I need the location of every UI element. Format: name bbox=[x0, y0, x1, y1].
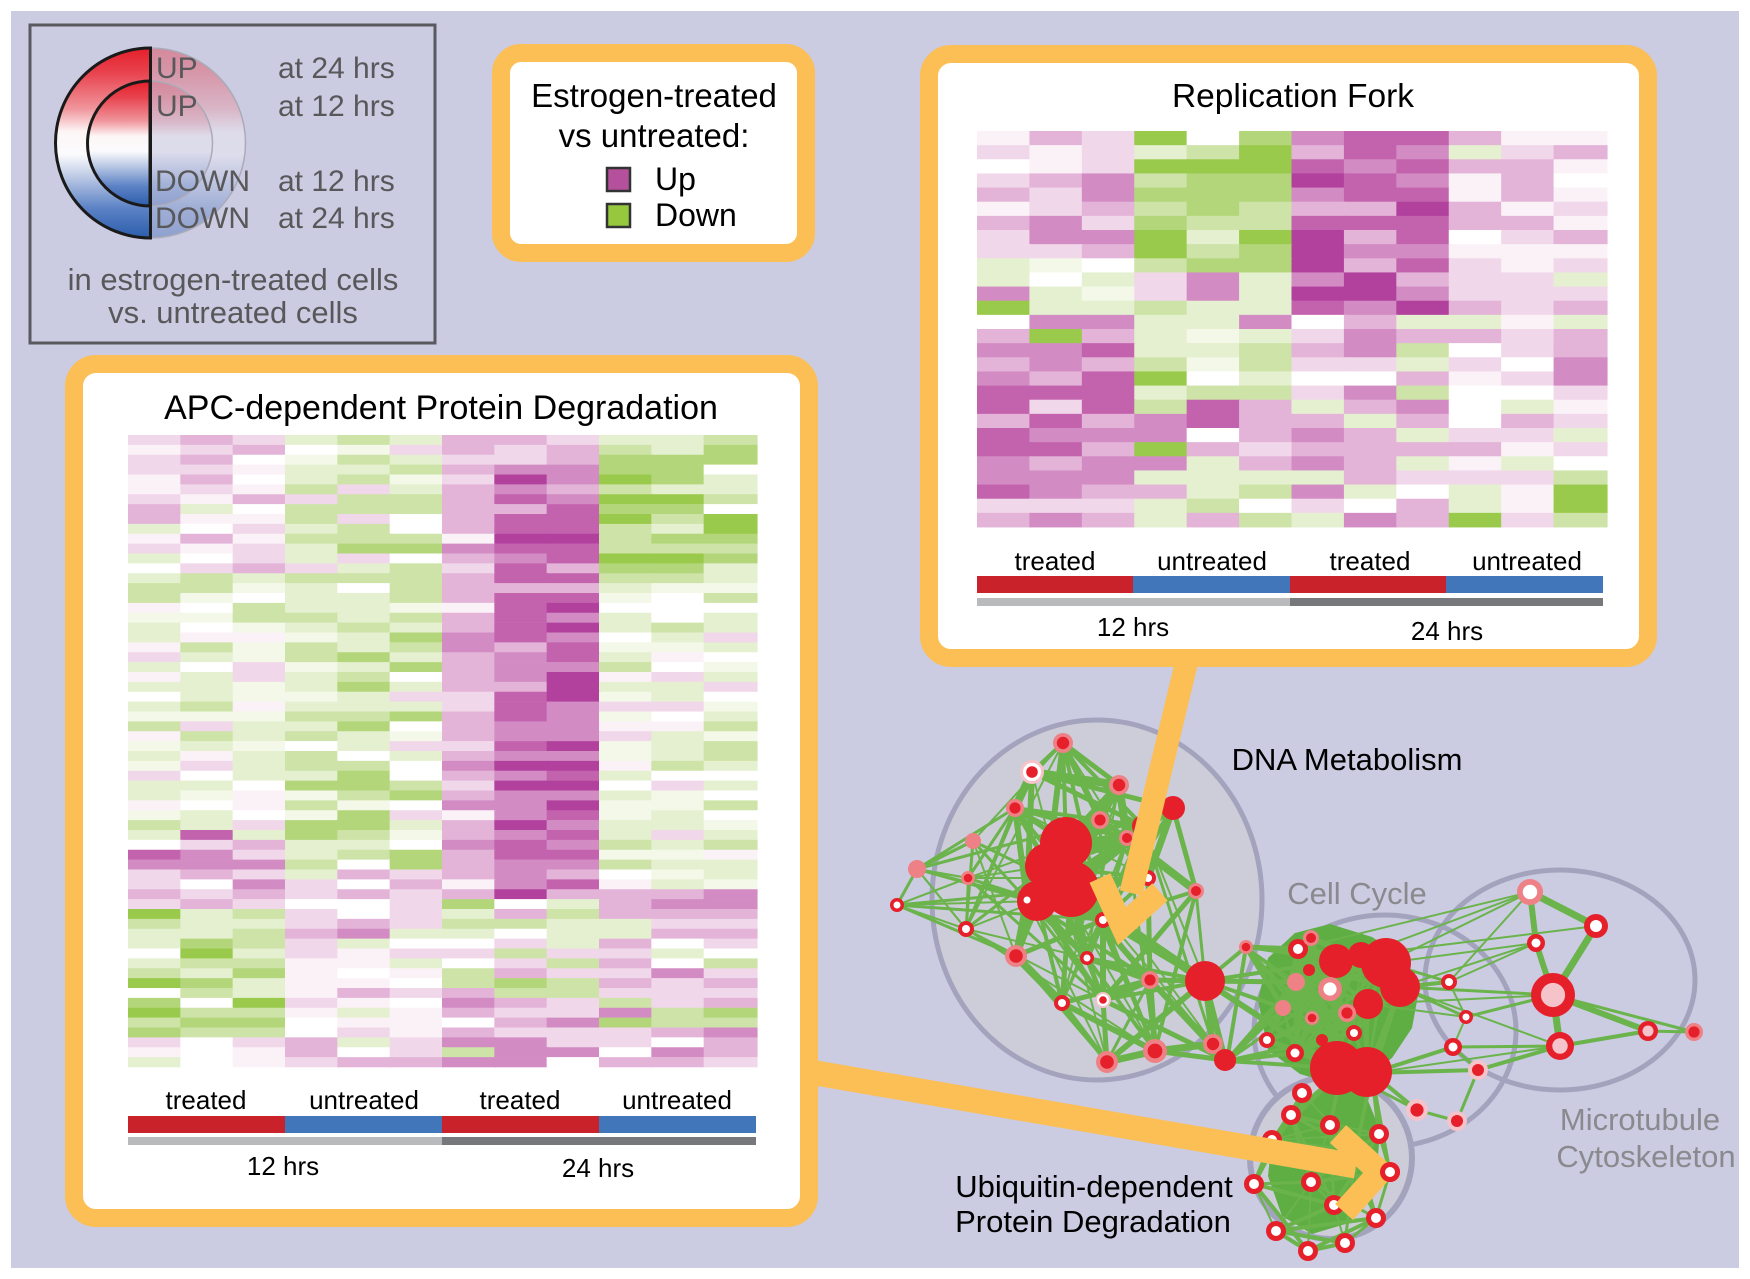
svg-text:12 hrs: 12 hrs bbox=[247, 1151, 319, 1181]
svg-text:Up: Up bbox=[655, 161, 696, 197]
svg-text:DOWN: DOWN bbox=[155, 202, 250, 235]
svg-text:APC-dependent Protein Degradat: APC-dependent Protein Degradation bbox=[164, 389, 718, 427]
svg-text:at 24 hrs: at 24 hrs bbox=[278, 202, 395, 235]
svg-text:24 hrs: 24 hrs bbox=[562, 1153, 634, 1183]
svg-text:untreated: untreated bbox=[1472, 546, 1582, 576]
svg-text:vs. untreated cells: vs. untreated cells bbox=[108, 295, 358, 330]
svg-text:at 24 hrs: at 24 hrs bbox=[278, 52, 395, 85]
svg-text:UP: UP bbox=[156, 52, 198, 85]
svg-text:Replication Fork: Replication Fork bbox=[1172, 78, 1414, 115]
svg-text:treated: treated bbox=[1330, 546, 1411, 576]
svg-text:DNA Metabolism: DNA Metabolism bbox=[1232, 742, 1463, 777]
svg-text:treated: treated bbox=[166, 1085, 247, 1115]
svg-text:Cytoskeleton: Cytoskeleton bbox=[1556, 1139, 1735, 1174]
svg-text:Down: Down bbox=[655, 197, 737, 233]
svg-text:UP: UP bbox=[156, 90, 198, 123]
svg-text:Microtubule: Microtubule bbox=[1560, 1102, 1720, 1137]
svg-text:untreated: untreated bbox=[622, 1085, 732, 1115]
svg-text:Protein Degradation: Protein Degradation bbox=[955, 1204, 1231, 1239]
svg-text:24 hrs: 24 hrs bbox=[1411, 616, 1483, 646]
svg-text:DOWN: DOWN bbox=[155, 165, 250, 198]
svg-text:in estrogen-treated cells: in estrogen-treated cells bbox=[68, 262, 399, 297]
svg-text:untreated: untreated bbox=[1157, 546, 1267, 576]
svg-text:Ubiquitin-dependent: Ubiquitin-dependent bbox=[955, 1169, 1233, 1204]
svg-text:treated: treated bbox=[1015, 546, 1096, 576]
svg-text:untreated: untreated bbox=[309, 1085, 419, 1115]
svg-text:treated: treated bbox=[480, 1085, 561, 1115]
svg-text:Cell Cycle: Cell Cycle bbox=[1287, 876, 1427, 911]
svg-text:at 12 hrs: at 12 hrs bbox=[278, 90, 395, 123]
svg-text:Estrogen-treated: Estrogen-treated bbox=[531, 77, 777, 114]
svg-text:at 12 hrs: at 12 hrs bbox=[278, 165, 395, 198]
svg-text:vs untreated:: vs untreated: bbox=[559, 117, 750, 154]
svg-text:12 hrs: 12 hrs bbox=[1097, 612, 1169, 642]
